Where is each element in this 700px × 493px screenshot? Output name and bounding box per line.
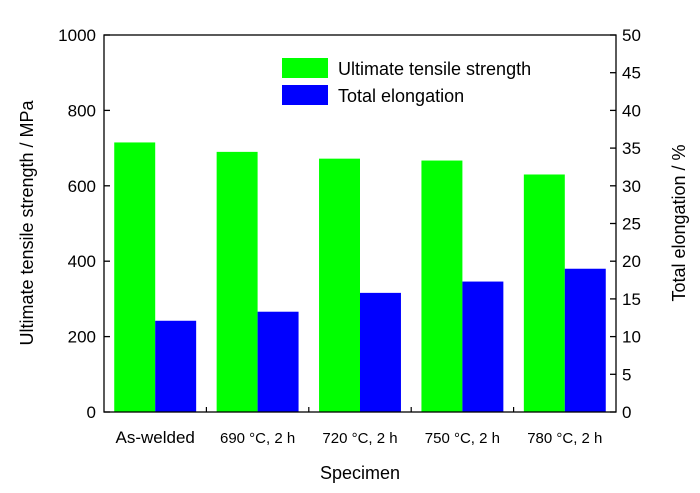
legend-swatch-elongation	[282, 85, 328, 105]
y-right-tick-label: 5	[622, 365, 631, 384]
y-left-tick-label: 200	[68, 328, 96, 347]
y-right-tick-label: 25	[622, 215, 641, 234]
y-left-tick-label: 400	[68, 252, 96, 271]
y-right-tick-label: 35	[622, 139, 641, 158]
legend: Ultimate tensile strength Total elongati…	[282, 58, 531, 106]
bar-elongation-2	[360, 292, 401, 412]
y-left-tick-label: 800	[68, 101, 96, 120]
y-right-tick-label: 40	[622, 101, 641, 120]
bar-elongation-4	[564, 268, 606, 412]
y-axis-right-title: Total elongation / %	[669, 144, 689, 301]
y-left-tick-label: 600	[68, 177, 96, 196]
bars-layer	[114, 142, 606, 412]
bar-elongation-3	[462, 281, 504, 412]
ticks-layer: As-welded 690 °C, 2 h 720 °C, 2 h 750 °C, 2…	[58, 26, 641, 447]
y-axis-left-title: Ultimate tensile strength / MPa	[17, 99, 37, 345]
x-tick-label: 690 °C, 2 h	[220, 430, 295, 447]
y-right-tick-label: 45	[622, 64, 641, 83]
y-right-tick-label: 10	[622, 328, 641, 347]
y-left-tick-label: 0	[87, 403, 96, 422]
x-axis-title: Specimen	[320, 463, 400, 483]
legend-label-elongation: Total elongation	[338, 86, 464, 106]
y-left-tick-label: 1000	[58, 26, 96, 45]
y-right-tick-label: 50	[622, 26, 641, 45]
y-right-tick-label: 15	[622, 290, 641, 309]
bar-elongation-1	[257, 311, 299, 412]
y-right-tick-label: 0	[622, 403, 631, 422]
bar-uts-3	[421, 160, 463, 412]
x-tick-label: 720 °C, 2 h	[322, 430, 397, 447]
x-tick-label: 750 °C, 2 h	[425, 430, 500, 447]
bar-uts-0	[114, 142, 156, 412]
bar-uts-2	[319, 158, 360, 412]
x-tick-label: 780 °C, 2 h	[527, 430, 602, 447]
y-right-tick-label: 20	[622, 252, 641, 271]
legend-label-uts: Ultimate tensile strength	[338, 59, 531, 79]
x-tick-label: As-welded	[116, 428, 195, 447]
legend-swatch-uts	[282, 58, 328, 78]
y-right-tick-label: 30	[622, 177, 641, 196]
bar-uts-1	[216, 151, 258, 412]
bar-elongation-0	[155, 320, 197, 412]
bar-uts-4	[523, 174, 565, 412]
